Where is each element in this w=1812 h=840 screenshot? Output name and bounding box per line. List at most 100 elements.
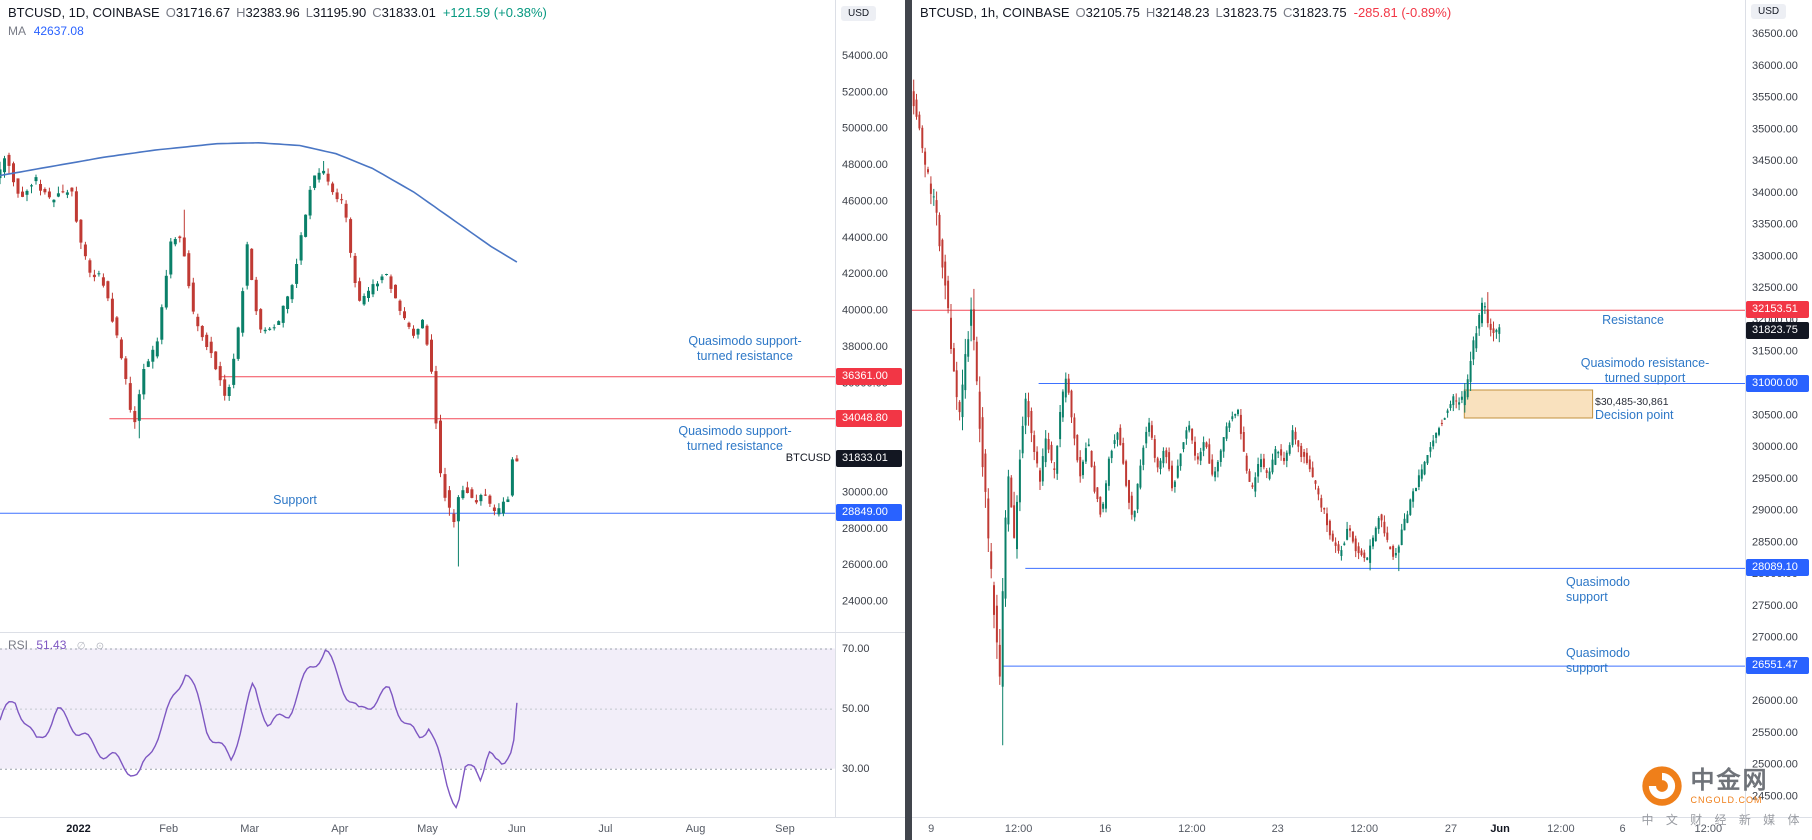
svg-text:25000.00: 25000.00 xyxy=(1752,759,1798,771)
price-axis-label[interactable]: 31823.75 xyxy=(1746,322,1809,340)
svg-text:30000.00: 30000.00 xyxy=(842,486,888,498)
svg-text:50000.00: 50000.00 xyxy=(842,123,888,135)
svg-text:30000.00: 30000.00 xyxy=(1752,441,1798,453)
open-label: O xyxy=(165,5,176,20)
panel-hourly-chart: 36500.00 36000.00 35500.00 35000.00 34500.00… xyxy=(912,0,1812,840)
rsi-axis[interactable]: 70.00 50.00 30.00 xyxy=(842,643,870,775)
symbol-title[interactable]: BTCUSD, 1h, COINBASE xyxy=(920,5,1070,20)
svg-text:48000.00: 48000.00 xyxy=(842,159,888,171)
watermark-tagline: 中 文 财 经 新 媒 体 xyxy=(1641,813,1804,827)
candles xyxy=(0,152,519,567)
rsi-label: RSI xyxy=(8,638,29,652)
svg-text:46000.00: 46000.00 xyxy=(842,196,888,208)
annotation-resistance[interactable]: Resistance xyxy=(1602,313,1664,327)
svg-text:40000.00: 40000.00 xyxy=(842,305,888,317)
svg-text:35000.00: 35000.00 xyxy=(1752,123,1798,135)
svg-text:Jul: Jul xyxy=(598,823,612,835)
daily-chart-canvas[interactable]: 54000.00 52000.00 50000.00 48000.00 46000.00… xyxy=(0,0,905,840)
currency-chip: USD xyxy=(841,6,877,21)
rsi-line[interactable] xyxy=(0,649,518,810)
high-label: H xyxy=(236,5,246,20)
svg-text:28500.00: 28500.00 xyxy=(1752,536,1798,548)
svg-text:26000.00: 26000.00 xyxy=(842,559,888,571)
ma-line[interactable] xyxy=(0,141,518,263)
change-value: +121.59 (+0.38%) xyxy=(442,5,547,20)
price-axis-label[interactable]: 26551.47 xyxy=(1746,657,1809,675)
panel-divider[interactable] xyxy=(905,0,912,840)
svg-text:50.00: 50.00 xyxy=(842,703,870,715)
ma-indicator-row[interactable]: MA 42637.08 xyxy=(8,24,84,38)
price-axis-label[interactable]: 32153.51 xyxy=(1746,301,1809,319)
change-value: -285.81 (-0.89%) xyxy=(1353,5,1452,20)
time-axis[interactable]: 2022 Feb Mar Apr May Jun Jul Aug Sep xyxy=(66,823,794,835)
chart-header-daily: BTCUSD, 1D, COINBASE O 31716.67 H 32383.96… xyxy=(8,5,547,20)
ma-label: MA xyxy=(8,24,26,38)
cngold-watermark: 中金网 CNGOLD.COM 中 文 财 经 新 媒 体 xyxy=(1641,765,1804,828)
svg-text:32500.00: 32500.00 xyxy=(1752,282,1798,294)
svg-text:9: 9 xyxy=(928,823,934,835)
annotation-decision-range[interactable]: $30,485-30,861 xyxy=(1595,396,1669,408)
price-axis[interactable]: 54000.00 52000.00 50000.00 48000.00 46000.00… xyxy=(842,50,888,608)
svg-text:54000.00: 54000.00 xyxy=(842,50,888,62)
svg-text:70.00: 70.00 xyxy=(842,643,870,655)
annotation-quasimodo-support-1[interactable]: Quasimodo support xyxy=(1566,575,1630,604)
annotation-support[interactable]: Support xyxy=(273,493,317,507)
svg-text:29000.00: 29000.00 xyxy=(1752,505,1798,517)
low-value: 31195.90 xyxy=(312,5,367,20)
rsi-value: 51.43 xyxy=(36,638,67,652)
close-label: C xyxy=(1283,5,1293,20)
currency-chip: USD xyxy=(1751,4,1787,19)
hourly-chart-canvas[interactable]: 36500.00 36000.00 35500.00 35000.00 34500.00… xyxy=(912,0,1812,840)
panel-daily-chart: 54000.00 52000.00 50000.00 48000.00 46000.00… xyxy=(0,0,905,840)
more-options-icon[interactable]: ⊙ xyxy=(95,641,105,652)
price-axis-label[interactable]: 31000.00 xyxy=(1746,374,1809,392)
annotation-quasimodo-support-2[interactable]: Quasimodo support xyxy=(1566,646,1630,675)
symbol-price-marker: BTCUSD xyxy=(785,451,831,464)
annotation-decision-point[interactable]: Decision point xyxy=(1595,408,1674,422)
price-axis-label[interactable]: 28089.10 xyxy=(1746,559,1809,577)
open-label: O xyxy=(1075,5,1086,20)
candles xyxy=(912,79,1501,746)
svg-text:35500.00: 35500.00 xyxy=(1752,92,1798,104)
price-axis[interactable]: 36500.00 36000.00 35500.00 35000.00 34500.00… xyxy=(1752,28,1798,803)
low-label: L xyxy=(305,5,313,20)
svg-text:33500.00: 33500.00 xyxy=(1752,219,1798,231)
svg-text:27000.00: 27000.00 xyxy=(1752,632,1798,644)
svg-text:Aug: Aug xyxy=(686,823,706,835)
rsi-indicator-row[interactable]: RSI 51.43 ∅ ⊙ xyxy=(8,638,104,652)
time-axis[interactable]: 9 12:00 16 12:00 23 12:00 27 Jun 12:00 6 12:00 xyxy=(928,823,1722,835)
svg-text:12:00: 12:00 xyxy=(1695,823,1723,835)
annotation-quasimodo-resistance-1[interactable]: Quasimodo support- turned resistance xyxy=(688,334,802,363)
annotation-quasimodo-resistance-2[interactable]: Quasimodo support- turned resistance xyxy=(678,424,792,453)
svg-text:34000.00: 34000.00 xyxy=(1752,187,1798,199)
price-axis-label[interactable]: 28849.00 xyxy=(836,504,902,522)
price-axis-label[interactable]: 34048.80 xyxy=(836,409,902,427)
svg-text:6: 6 xyxy=(1619,823,1625,835)
svg-text:34500.00: 34500.00 xyxy=(1752,155,1798,167)
svg-text:24000.00: 24000.00 xyxy=(842,596,888,608)
svg-text:May: May xyxy=(417,823,438,835)
svg-text:Feb: Feb xyxy=(159,823,178,835)
symbol-title[interactable]: BTCUSD, 1D, COINBASE xyxy=(8,5,160,20)
cngold-logo-icon xyxy=(1642,766,1683,806)
svg-text:30500.00: 30500.00 xyxy=(1752,409,1798,421)
svg-text:28000.00: 28000.00 xyxy=(842,523,888,535)
price-axis-label[interactable]: 31833.01 xyxy=(836,450,902,468)
svg-text:2022: 2022 xyxy=(66,823,90,835)
high-value: 32383.96 xyxy=(245,5,300,20)
svg-text:42000.00: 42000.00 xyxy=(842,268,888,280)
svg-text:25500.00: 25500.00 xyxy=(1752,727,1798,739)
high-label: H xyxy=(1145,5,1156,20)
svg-text:52000.00: 52000.00 xyxy=(842,86,888,98)
open-value: 31716.67 xyxy=(175,5,231,20)
svg-text:12:00: 12:00 xyxy=(1351,823,1379,835)
ohlc-values: O 32105.75 H 32148.23 L 31823.75 C 31823.75 … xyxy=(1070,5,1452,20)
annotation-quasimodo-turned-support[interactable]: Quasimodo resistance- turned support xyxy=(1580,356,1710,385)
decision-point-box[interactable] xyxy=(1463,389,1594,419)
ohlc-values: O 31716.67 H 32383.96 L 31195.90 C 31833.01 … xyxy=(160,5,547,20)
svg-text:33000.00: 33000.00 xyxy=(1752,250,1798,262)
chart-header-hourly: BTCUSD, 1h, COINBASE O 32105.75 H 32148.23… xyxy=(920,5,1451,20)
svg-text:27500.00: 27500.00 xyxy=(1752,600,1798,612)
price-axis-label[interactable]: 36361.00 xyxy=(836,367,902,385)
eye-off-icon[interactable]: ∅ xyxy=(76,641,86,652)
